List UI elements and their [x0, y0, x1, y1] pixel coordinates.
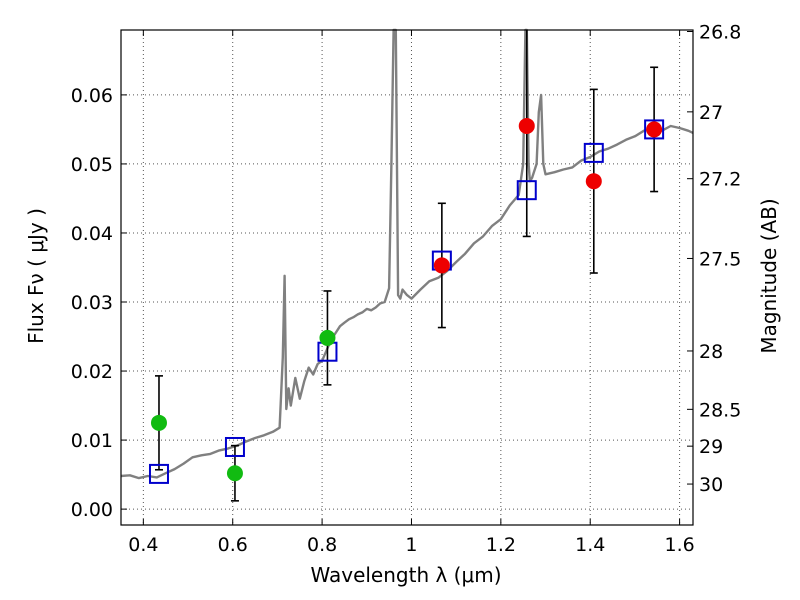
x-tick-label: 0.8 — [307, 534, 337, 556]
model-photometry-square — [148, 463, 169, 484]
observed-point — [150, 414, 167, 431]
y-tick-label: 0.05 — [71, 154, 113, 176]
model-photometry-square — [583, 142, 604, 163]
x-tick-label: 1.2 — [486, 534, 516, 556]
observed-point — [646, 121, 663, 138]
y-tick-label: 0.01 — [71, 430, 113, 452]
observed-point — [433, 257, 450, 274]
x-tick-label: 0.6 — [218, 534, 248, 556]
x-axis-label: Wavelength λ (μm) — [310, 563, 501, 587]
mag-tick-label: 26.8 — [699, 21, 741, 43]
y-tick-label: 0.03 — [71, 292, 113, 314]
y-tick-label: 0.04 — [71, 223, 113, 245]
x-tick-label: 1.4 — [575, 534, 605, 556]
observed-point — [518, 117, 535, 134]
x-tick-label: 1 — [405, 534, 417, 556]
observed-point — [226, 465, 243, 482]
y-tick-label: 0.00 — [71, 499, 113, 521]
observed-point — [585, 173, 602, 190]
mag-tick-label: 28 — [699, 341, 723, 363]
mag-tick-label: 28.5 — [699, 399, 741, 421]
model-photometry-square — [644, 119, 665, 140]
spectrum-layer — [120, 28, 694, 480]
plot-frame — [120, 29, 694, 526]
errorbar-layer — [154, 30, 659, 502]
observed-point — [319, 329, 336, 346]
spectrum-line — [120, 28, 694, 480]
y-axis-left: 0.00 0.01 0.02 0.03 0.04 0.05 0.06 — [71, 85, 127, 521]
mag-tick-label: 30 — [699, 474, 723, 496]
y-axis-right-label: Magnitude (AB) — [757, 198, 781, 353]
x-axis: 0.4 0.6 0.8 1 1.2 1.4 1.6 — [128, 30, 695, 556]
y-axis-right: 26.8 27 27.2 27.5 28 28.5 29 30 — [687, 21, 741, 496]
grid — [121, 30, 693, 525]
mag-tick-label: 27.5 — [699, 248, 741, 270]
model-photometry-square — [516, 180, 537, 201]
x-tick-label: 0.4 — [128, 534, 158, 556]
marker-layer — [148, 117, 665, 484]
mag-tick-label: 27.2 — [699, 169, 741, 191]
mag-tick-label: 29 — [699, 436, 723, 458]
y-tick-label: 0.02 — [71, 361, 113, 383]
x-tick-label: 1.6 — [664, 534, 694, 556]
y-axis-label: Flux Fν ( μJy ) — [24, 208, 48, 344]
model-photometry-square — [224, 436, 245, 457]
mag-tick-label: 27 — [699, 102, 723, 124]
y-tick-label: 0.06 — [71, 85, 113, 107]
